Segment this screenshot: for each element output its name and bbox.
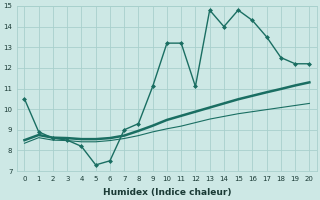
X-axis label: Humidex (Indice chaleur): Humidex (Indice chaleur) — [103, 188, 231, 197]
